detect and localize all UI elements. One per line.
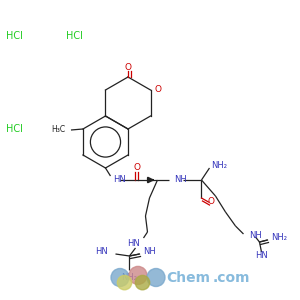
- Text: H₃C: H₃C: [51, 124, 65, 134]
- Text: HCl: HCl: [6, 31, 23, 41]
- Text: O: O: [154, 85, 161, 94]
- Text: O: O: [124, 64, 131, 73]
- Text: HN: HN: [255, 251, 268, 260]
- Text: HN: HN: [127, 239, 140, 248]
- Circle shape: [111, 268, 129, 286]
- Text: NH: NH: [250, 232, 262, 241]
- Text: NH₂: NH₂: [122, 272, 137, 281]
- Text: NH: NH: [175, 176, 187, 184]
- Text: HCl: HCl: [6, 124, 23, 134]
- Text: O: O: [134, 164, 141, 172]
- Text: HN: HN: [95, 248, 107, 256]
- Text: HN: HN: [113, 176, 126, 184]
- Text: NH: NH: [143, 248, 156, 256]
- Text: O: O: [208, 196, 215, 206]
- Circle shape: [147, 268, 165, 286]
- Text: HCl: HCl: [66, 31, 83, 41]
- Circle shape: [129, 266, 147, 284]
- Text: NH₂: NH₂: [212, 160, 227, 169]
- Text: NH₂: NH₂: [272, 233, 287, 242]
- Text: Chem: Chem: [167, 271, 211, 285]
- Text: .com: .com: [213, 271, 250, 285]
- Circle shape: [135, 275, 150, 290]
- Circle shape: [117, 275, 132, 290]
